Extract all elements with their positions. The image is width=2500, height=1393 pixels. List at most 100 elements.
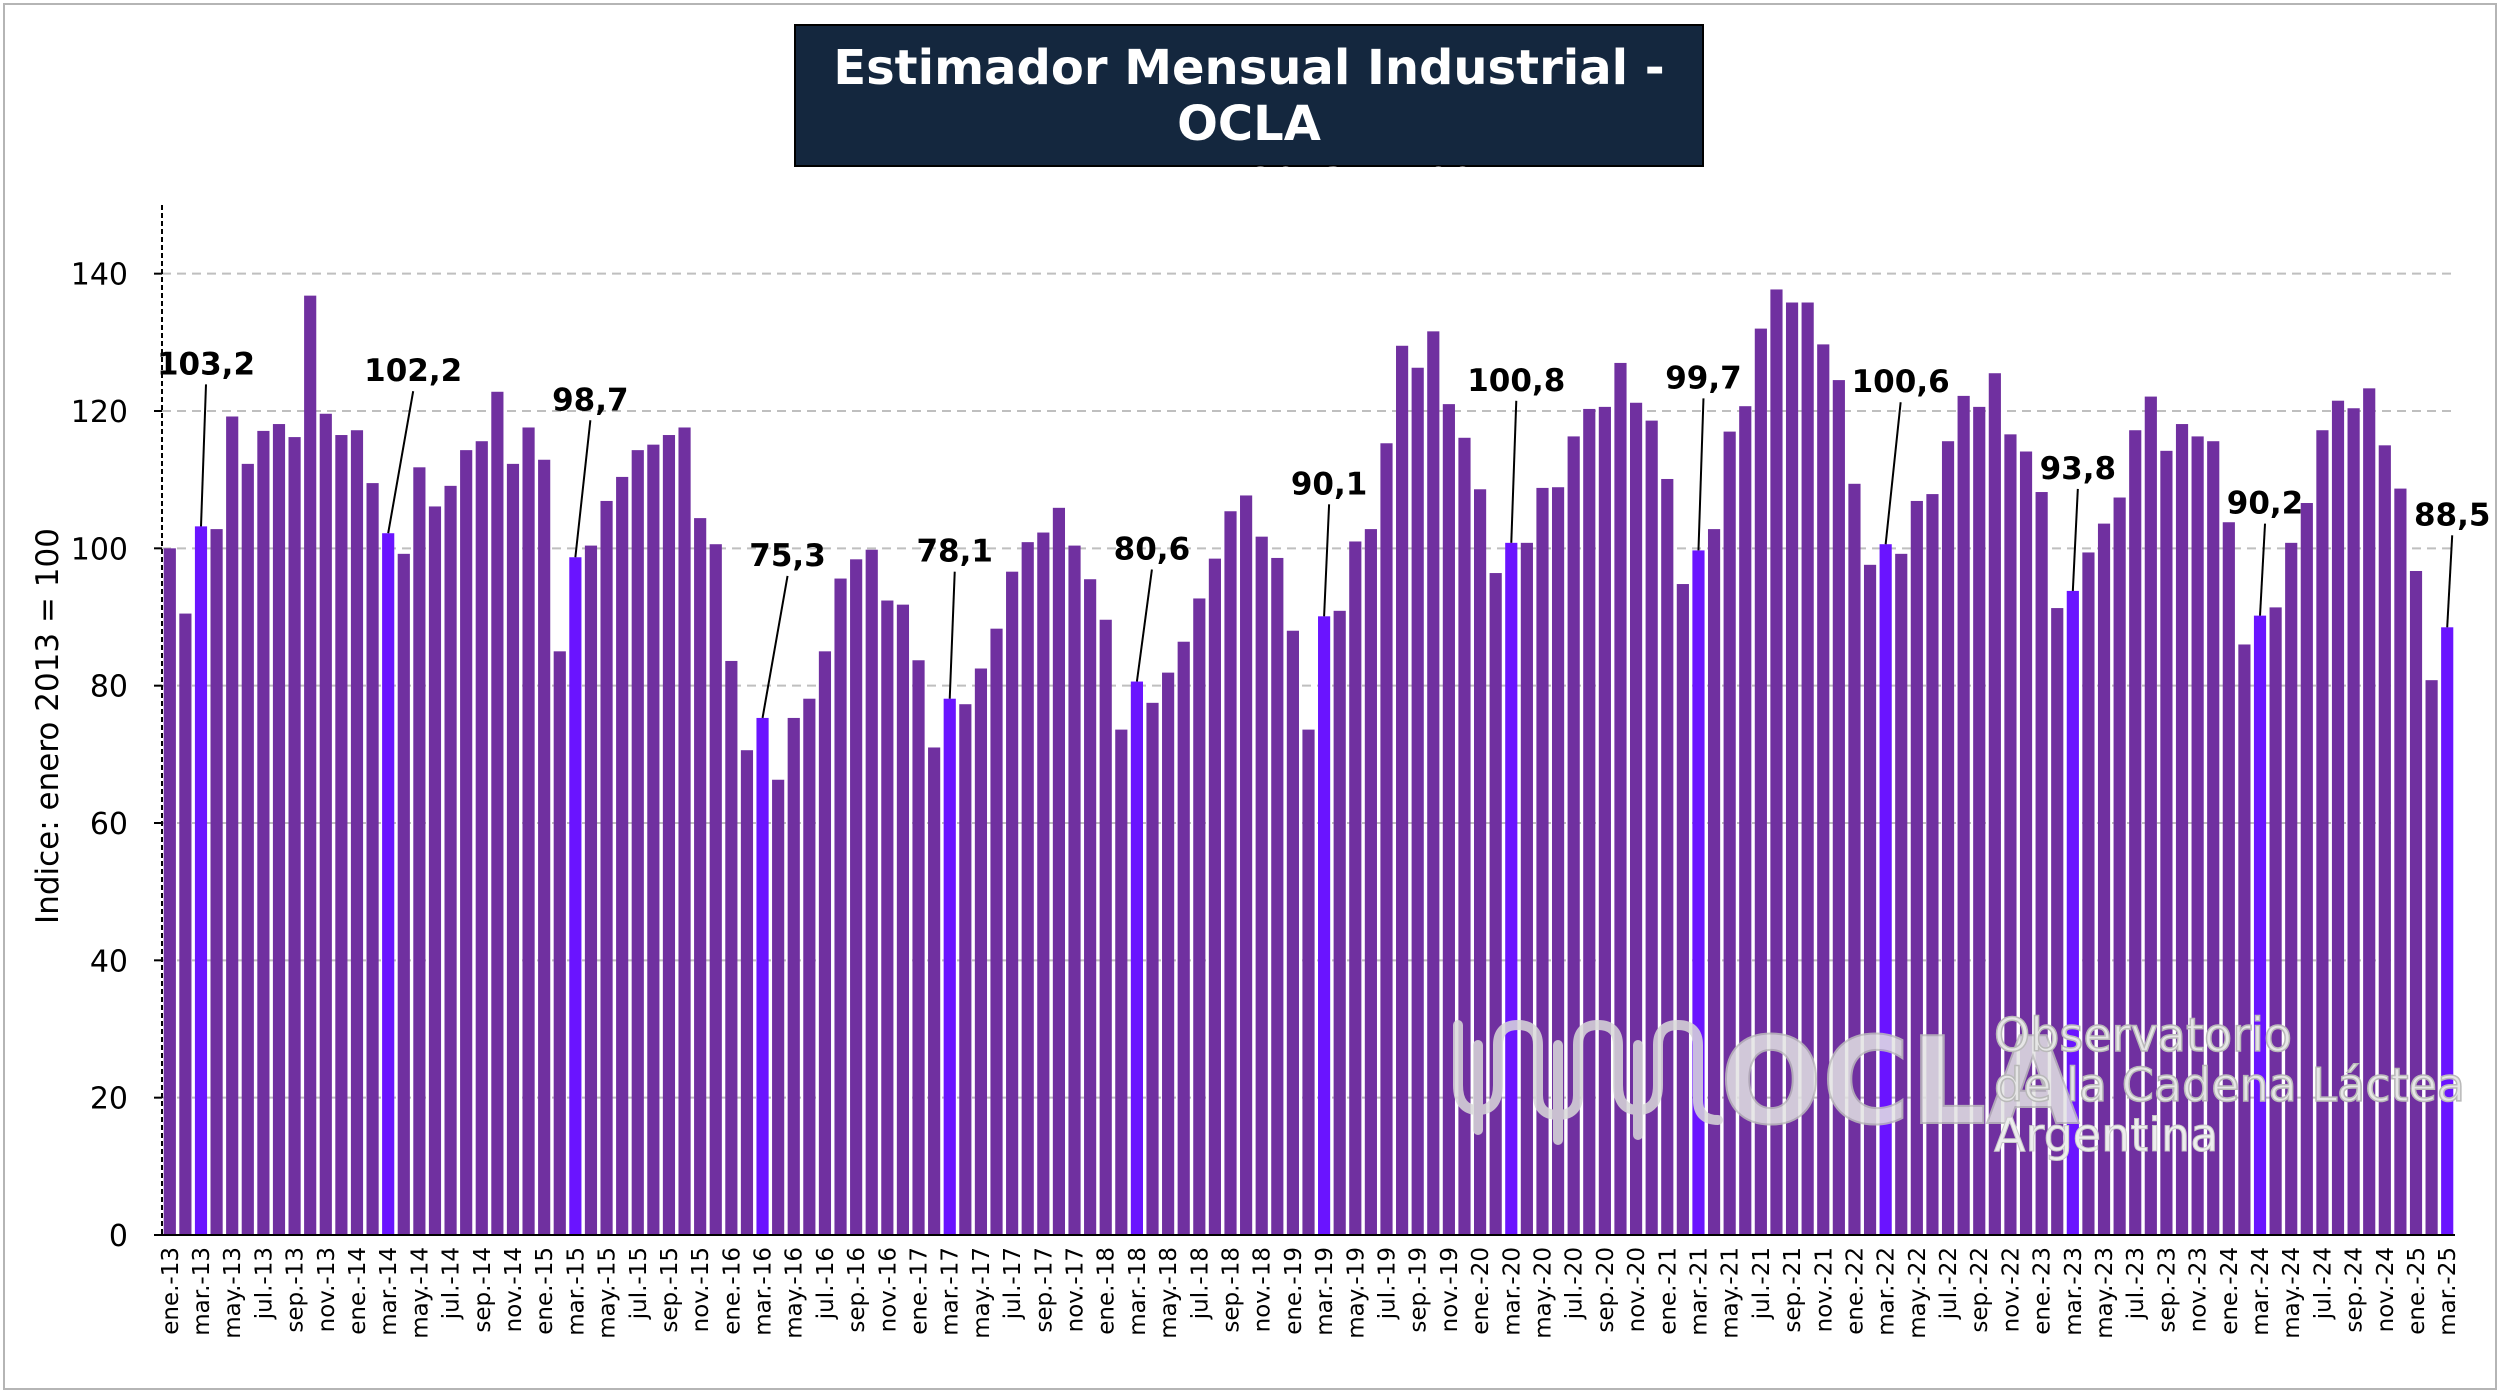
x-tick-label: mar.-22 — [1874, 1247, 1900, 1336]
x-tick-label: ene.-13 — [158, 1247, 184, 1335]
x-tick-label: mar.-18 — [1125, 1247, 1151, 1336]
bar — [1926, 494, 1939, 1236]
x-tick-label: may.-18 — [1156, 1247, 1182, 1339]
x-tick-label: sep.-19 — [1406, 1247, 1432, 1333]
x-tick-label: mar.-23 — [2061, 1247, 2087, 1336]
bar — [304, 295, 317, 1235]
bar — [1177, 641, 1190, 1235]
bar — [2207, 441, 2220, 1236]
y-tick-label: 60 — [90, 807, 128, 842]
y-tick-label: 20 — [90, 1082, 128, 1117]
bar — [2347, 408, 2360, 1235]
x-tick-label: sep.-21 — [1780, 1247, 1806, 1333]
bar — [1146, 702, 1159, 1235]
data-label: 75,3 — [749, 538, 826, 574]
bar — [241, 463, 254, 1235]
bar-highlighted — [2066, 590, 2079, 1235]
bar — [2331, 400, 2345, 1235]
bar — [818, 651, 832, 1235]
bar — [1973, 406, 1986, 1235]
logo-organization: Observatorio de la Cadena Láctea Argenti… — [1993, 1009, 2466, 1160]
y-tick-label: 40 — [90, 944, 128, 979]
x-tick-label: may.-22 — [1905, 1247, 1931, 1339]
data-label: 99,7 — [1665, 360, 1742, 396]
bar — [1817, 344, 1830, 1235]
data-label-leader — [2071, 488, 2079, 591]
data-label-leader — [2259, 523, 2267, 616]
bar — [787, 717, 800, 1235]
bar — [1941, 441, 1955, 1236]
bar — [2097, 523, 2111, 1235]
bar — [2285, 542, 2298, 1235]
data-label: 90,1 — [1291, 466, 1368, 502]
bar — [2035, 492, 2048, 1235]
bar — [2019, 451, 2033, 1235]
bar — [1208, 558, 1221, 1235]
bar — [335, 435, 348, 1235]
axes: 0 20 40 60 80 100 120 140 — [71, 205, 2455, 1254]
bar — [1380, 443, 1393, 1235]
bar — [881, 600, 894, 1235]
bar — [600, 500, 613, 1235]
bar — [2129, 430, 2142, 1236]
bar — [1099, 619, 1112, 1235]
data-label-leader — [1697, 398, 1705, 551]
bar-highlighted — [1318, 616, 1331, 1235]
bar — [522, 427, 535, 1236]
x-tick-label: may.-14 — [407, 1247, 433, 1339]
bar — [834, 578, 847, 1235]
x-tick-label: sep.-15 — [657, 1247, 683, 1333]
chart-title-box: Estimador Mensual Industrial - OCLA - Ba… — [794, 24, 1704, 204]
x-tick-label: jul.-20 — [1562, 1247, 1588, 1320]
x-tick-label: mar.-19 — [1312, 1247, 1338, 1336]
bars — [163, 289, 2454, 1236]
data-label: 93,8 — [2040, 451, 2117, 487]
bar — [1863, 564, 1877, 1235]
bar — [2144, 396, 2157, 1236]
x-tick-label: jul.-24 — [2310, 1247, 2336, 1320]
x-tick-label: sep.-14 — [470, 1247, 496, 1333]
x-tick-label: sep.-23 — [2154, 1247, 2180, 1333]
bar — [678, 427, 691, 1236]
data-label: 100,6 — [1852, 364, 1950, 400]
x-tick-label: mar.-14 — [376, 1247, 402, 1336]
bar — [475, 441, 488, 1236]
bar — [1021, 542, 1034, 1235]
data-label-leader — [1510, 400, 1518, 543]
x-tick-label: mar.-20 — [1499, 1247, 1525, 1336]
bar — [1052, 507, 1066, 1235]
bar — [1832, 380, 1845, 1236]
data-label-leader — [574, 420, 592, 558]
x-tick-label: mar.-15 — [563, 1247, 589, 1336]
bar — [2004, 434, 2017, 1236]
data-label-leader — [1884, 402, 1902, 545]
x-tick-label: ene.-17 — [907, 1247, 933, 1335]
x-tick-label: nov.-23 — [2186, 1247, 2212, 1332]
bar-highlighted — [2253, 615, 2267, 1235]
bar — [1770, 289, 1783, 1236]
x-tick-label: jul.-16 — [813, 1247, 839, 1320]
bar — [2409, 570, 2423, 1235]
x-tick-label: nov.-20 — [1624, 1247, 1650, 1332]
data-label: 78,1 — [916, 534, 993, 570]
x-tick-label: jul.-23 — [2123, 1247, 2149, 1320]
data-label-leader — [200, 384, 207, 527]
bar — [959, 704, 972, 1235]
x-tick-label: ene.-25 — [2404, 1247, 2430, 1335]
logo-brand: OCLA — [1720, 1013, 2080, 1152]
x-tick-label: ene.-14 — [345, 1247, 371, 1335]
x-tick-label: may.-17 — [969, 1247, 995, 1339]
bar — [2238, 644, 2251, 1235]
bar — [1333, 610, 1346, 1235]
bar — [1895, 553, 1908, 1235]
bar — [662, 435, 676, 1235]
bar — [1396, 345, 1409, 1235]
x-tick-label: nov.-13 — [314, 1247, 340, 1332]
bar — [1427, 331, 1440, 1236]
bar — [2175, 424, 2189, 1235]
bar — [179, 613, 192, 1235]
bar-highlighted — [2441, 627, 2454, 1235]
bar — [2300, 503, 2313, 1235]
x-tick-label: sep.-24 — [2342, 1247, 2368, 1333]
